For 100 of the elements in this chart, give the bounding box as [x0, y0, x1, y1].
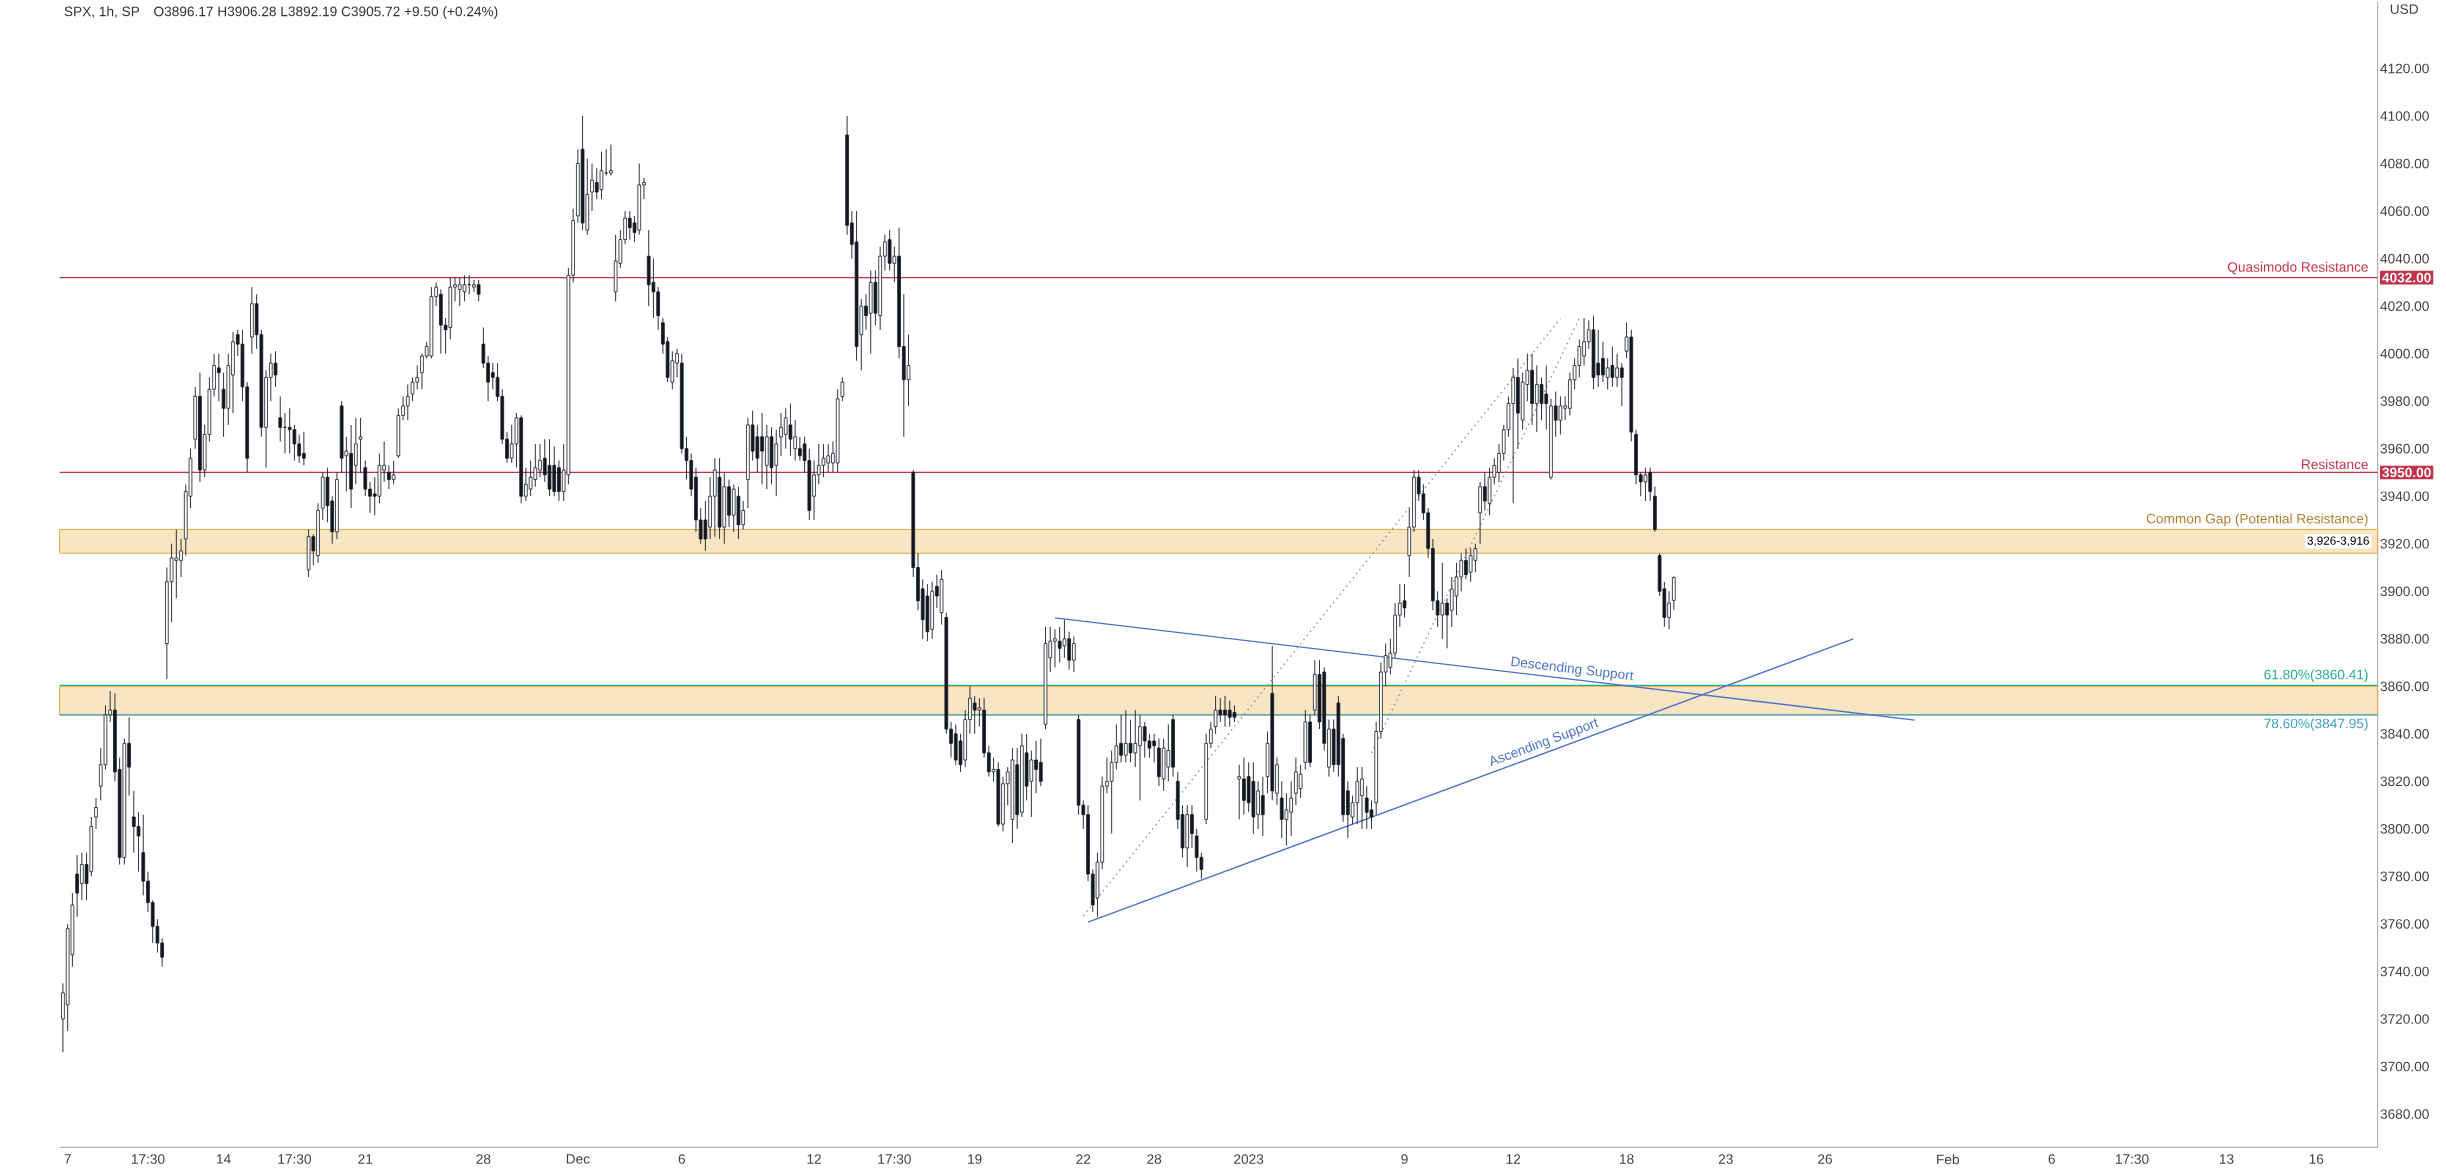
x-tick-label: 18: [1620, 1154, 1634, 1164]
candlestick: [94, 797, 98, 830]
x-tick-label: Feb: [1937, 1154, 1959, 1165]
candlestick: [1671, 576, 1676, 611]
ref-line-label: 61.80%(3860.41): [2264, 669, 2368, 683]
chart-title: SPX, 1h, SP: [64, 6, 140, 18]
y-tick-label: 4060.00: [2380, 206, 2429, 216]
x-tick-label: 21: [358, 1154, 373, 1164]
y-tick-label: 3940.00: [2380, 491, 2429, 502]
candlestick: [609, 144, 613, 176]
candlestick: [1473, 543, 1478, 573]
candlestick: [405, 384, 410, 421]
candlestick: [783, 407, 788, 450]
candlestick: [755, 424, 760, 473]
ref-line-label: Quasimodo Resistance: [2227, 261, 2368, 275]
candlestick: [476, 279, 481, 302]
y-tick-label: 3960.00: [2380, 443, 2429, 454]
x-tick-label: 17:30: [2115, 1154, 2149, 1164]
y-tick-label: 4020.00: [2380, 301, 2429, 312]
candlestick: [906, 334, 911, 407]
candlestick: [1539, 377, 1544, 421]
y-tick-label: 3860.00: [2380, 681, 2429, 692]
candlestick: [1454, 562, 1459, 616]
candlestick: [887, 229, 892, 272]
candlestick: [1577, 339, 1582, 378]
x-tick-label: 22: [1076, 1154, 1091, 1164]
x-tick-label: 19: [968, 1154, 982, 1164]
candlestick: [1369, 800, 1374, 830]
candlestick: [788, 403, 793, 457]
candlestick: [547, 438, 552, 497]
candlestick: [278, 396, 283, 443]
candlestick: [533, 443, 538, 488]
candlestick: [1402, 583, 1407, 618]
x-tick-label: 28: [476, 1154, 491, 1164]
y-tick-label: 3680.00: [2380, 1109, 2429, 1119]
x-tick-label: 17:30: [878, 1154, 911, 1164]
candlestick: [410, 377, 415, 402]
candlestick: [462, 274, 467, 302]
ref-line-label: 78.60%(3847.95): [2264, 718, 2368, 732]
candlestick: [292, 424, 297, 462]
y-tick-label: 3800.00: [2380, 824, 2429, 834]
candlestick: [1440, 562, 1445, 640]
y-tick-label: 4032.00: [2382, 272, 2431, 283]
x-tick-label: 28: [1147, 1154, 1162, 1164]
y-tick-label: 3740.00: [2380, 966, 2429, 977]
y-tick-label: 3820.00: [2380, 776, 2429, 787]
y-tick-label: 3840.00: [2380, 729, 2429, 739]
candlestick: [391, 460, 396, 485]
candlestick: [528, 460, 533, 497]
annotation: 3,926-3,916: [2307, 536, 2369, 547]
y-tick-label: 3720.00: [2380, 1014, 2429, 1024]
candlestick: [1213, 695, 1218, 735]
candlestick: [1128, 719, 1133, 763]
y-tick-label: 3950.00: [2382, 467, 2431, 478]
candlestick: [363, 460, 368, 497]
candlestick: [1605, 358, 1610, 390]
candlestick: [1029, 750, 1034, 818]
candlestick: [1610, 346, 1615, 388]
candlestick: [1298, 764, 1303, 799]
y-tick-label: 4120.00: [2380, 63, 2429, 74]
x-tick-label: 2023: [1234, 1154, 1264, 1164]
candlestick: [972, 695, 977, 735]
y-tick-label: 3700.00: [2380, 1061, 2429, 1072]
x-tick-label: 23: [1718, 1154, 1733, 1164]
y-tick-label: 3920.00: [2380, 539, 2429, 549]
x-tick-label: 7: [64, 1154, 71, 1164]
ref-line-label: Resistance: [2302, 459, 2368, 470]
candlestick: [1468, 548, 1473, 583]
band-label: Common Gap (Potential Resistance): [2146, 513, 2368, 527]
y-tick-label: 3980.00: [2380, 396, 2429, 407]
chart-subtitle: O3896.17 H3906.28 L3892.19 C3905.72 +9.50 (+0.24%): [154, 6, 498, 20]
candlestick: [273, 350, 278, 388]
x-tick-label: 16: [2309, 1154, 2324, 1164]
x-tick-label: Dec: [566, 1154, 590, 1164]
candlestick: [1062, 619, 1067, 659]
x-tick-label: 17:30: [131, 1154, 165, 1164]
candlestick: [599, 151, 604, 200]
y-axis-title: USD: [2390, 4, 2418, 15]
x-tick-label: 12: [807, 1154, 821, 1164]
candlestick: [1194, 828, 1199, 873]
candlestick: [136, 811, 141, 873]
candlestick: [651, 258, 656, 319]
candlestick: [358, 417, 363, 473]
candlestick: [287, 407, 292, 454]
y-tick-label: 3880.00: [2380, 634, 2429, 644]
x-tick-label: 26: [1818, 1154, 1832, 1164]
x-tick-label: 9: [1401, 1154, 1408, 1164]
candlestick: [174, 529, 179, 599]
y-tick-label: 3780.00: [2380, 871, 2429, 882]
x-tick-label: 13: [2219, 1154, 2234, 1164]
text: Descending Support: [1511, 656, 1634, 681]
y-tick-label: 3900.00: [2380, 586, 2429, 597]
candlestick: [821, 443, 826, 478]
y-tick-label: 4040.00: [2380, 253, 2429, 264]
x-tick-label: 6: [678, 1154, 685, 1164]
x-tick-label: 17:30: [278, 1154, 311, 1164]
x-tick-label: 14: [217, 1154, 231, 1164]
candlestick: [1643, 467, 1648, 502]
candlestick: [1038, 738, 1043, 787]
candlestick: [1218, 697, 1223, 723]
